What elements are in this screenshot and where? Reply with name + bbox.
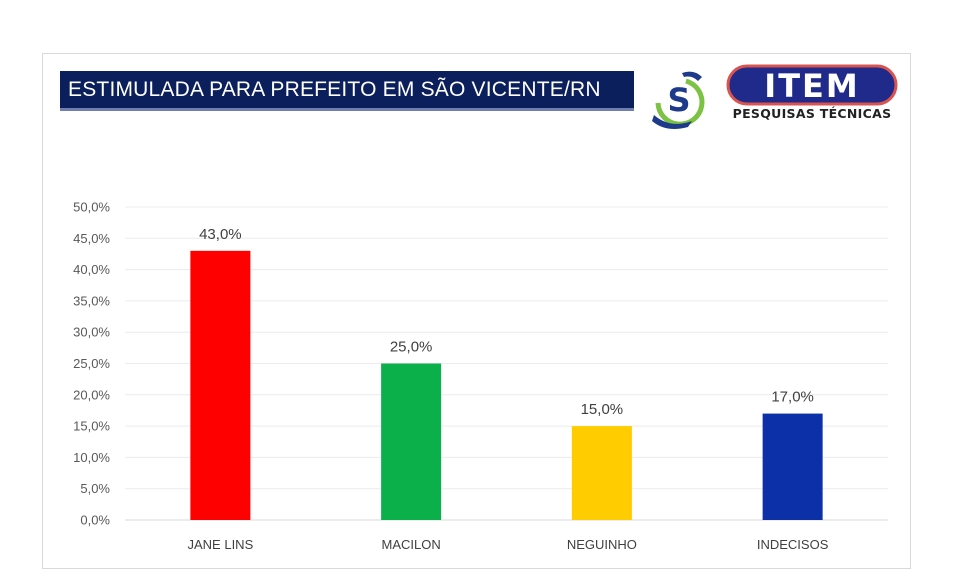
s-logo-icon: S	[652, 71, 705, 129]
x-category-label: MACILON	[382, 537, 441, 552]
x-category-label: NEGUINHO	[567, 537, 637, 552]
y-tick-label: 15,0%	[73, 419, 110, 434]
item-logo-text: ITEM	[764, 67, 859, 105]
bar-value-label: 43,0%	[199, 226, 242, 243]
y-tick-label: 20,0%	[73, 387, 110, 402]
bar	[381, 363, 442, 520]
bar-value-label: 25,0%	[390, 339, 433, 356]
item-logo-subtitle: PESQUISAS TÉCNICAS	[732, 106, 892, 121]
y-tick-label: 0,0%	[80, 513, 110, 528]
title-underline	[60, 108, 634, 111]
item-logo-icon: ITEM	[726, 64, 898, 106]
chart-title: ESTIMULADA PARA PREFEITO EM SÃO VICENTE/…	[60, 71, 634, 108]
bar	[762, 413, 823, 520]
bar	[571, 426, 632, 520]
x-category-label: JANE LINS	[188, 537, 254, 552]
y-tick-label: 5,0%	[80, 481, 110, 496]
y-tick-label: 30,0%	[73, 325, 110, 340]
y-tick-label: 25,0%	[73, 356, 110, 371]
s-logo-letter: S	[667, 81, 690, 119]
y-tick-label: 10,0%	[73, 450, 110, 465]
bar	[190, 250, 251, 520]
bar-value-label: 17,0%	[771, 389, 814, 406]
bar-value-label: 15,0%	[581, 401, 624, 418]
y-tick-label: 35,0%	[73, 293, 110, 308]
y-tick-label: 45,0%	[73, 231, 110, 246]
y-tick-label: 40,0%	[73, 262, 110, 277]
x-category-label: INDECISOS	[757, 537, 829, 552]
y-tick-label: 50,0%	[73, 200, 110, 215]
